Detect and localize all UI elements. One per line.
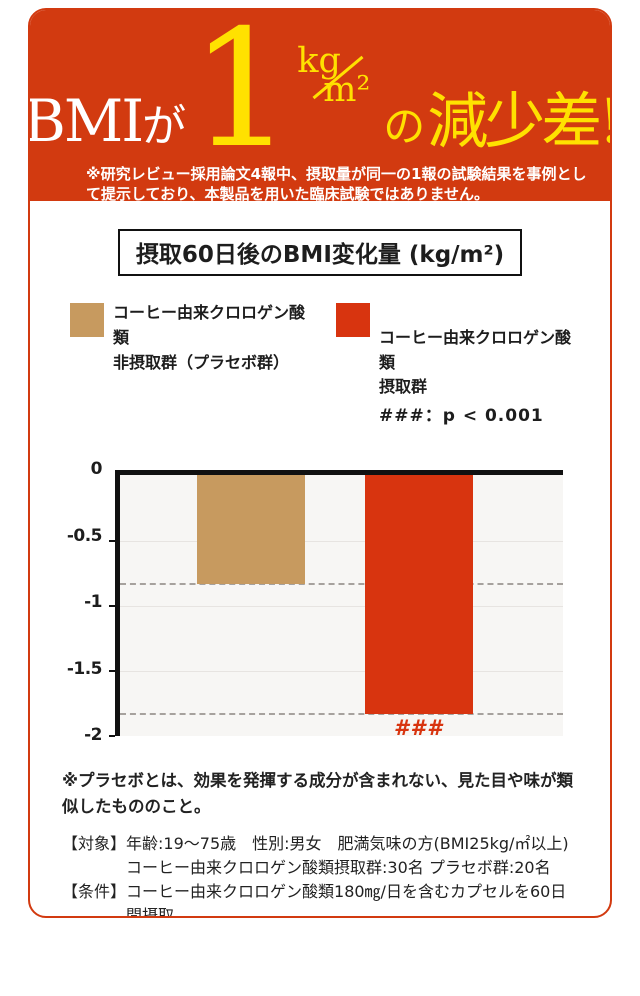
note-label: 【条件】: [62, 882, 127, 902]
note-row-subjects: 【対象】 年齢:19〜75歳 性別:男女 肥満気味の方(BMI25kg/㎡以上)…: [62, 832, 582, 880]
legend-swatch-treatment: [336, 303, 370, 337]
note-text: コーヒー由来クロロゲン酸類180㎎/日を含むカプセルを60日間摂取: [126, 882, 567, 918]
plot-area: ###: [109, 470, 563, 740]
placebo-definition-note: ※プラセボとは、効果を発揮する成分が含まれない、見た目や味が類似したもののこと。: [62, 771, 574, 816]
chart-title: 摂取60日後のBMI変化量 (kg/m²): [117, 229, 523, 276]
unit-numerator: kg: [297, 41, 341, 81]
gridline: [120, 671, 563, 673]
reference-line-placebo: [120, 582, 563, 585]
axis-tick-mark: [109, 539, 115, 542]
legend-swatch-placebo: [70, 303, 104, 337]
bar-chart: 0 -0.5 -1 -1.5 -2 ###: [67, 460, 563, 746]
note-label: 【対象】: [62, 834, 127, 854]
axis-tick-mark: [109, 604, 115, 607]
banner-disclaimer: ※研究レビュー採用論文4報中、摂取量が同一の1報の試験結果を事例として提示してお…: [86, 165, 587, 203]
y-axis-tick-15: -1.5: [66, 659, 103, 680]
axis-tick-mark: [109, 735, 115, 738]
bar-treatment: ###: [364, 475, 473, 740]
chart-legend: コーヒー由来クロロゲン酸類 非摂取群（プラセボ群） コーヒー由来クロロゲン酸類 …: [30, 276, 610, 454]
note-text: 年齢:19〜75歳 性別:男女 肥満気味の方(BMI25kg/㎡以上) コーヒー…: [126, 834, 569, 878]
headline-particle: の: [383, 102, 426, 151]
note-row-conditions: 【条件】 コーヒー由来クロロゲン酸類180㎎/日を含むカプセルを60日間摂取: [62, 880, 582, 918]
footnotes: ※プラセボとは、効果を発揮する成分が含まれない、見た目や味が類似したもののこと。…: [30, 736, 610, 918]
unit-denominator: m²: [323, 70, 371, 110]
legend-label-placebo: コーヒー由来クロロゲン酸類 非摂取群（プラセボ群）: [113, 303, 306, 372]
legend-label-treatment-text: コーヒー由来クロロゲン酸類 摂取群: [379, 327, 572, 397]
headline-banner: BMIが 1 kg m² の 減少差! ※研究レビュー採用論文4報中、摂取量が同…: [30, 8, 610, 203]
headline-big-number: 1: [190, 8, 294, 185]
headline-lead-kana: が: [142, 101, 186, 152]
axis-tick-mark: [109, 670, 115, 673]
gridline: [120, 605, 563, 607]
bar-placebo: [197, 475, 305, 584]
headline-unit-fraction: kg m²: [297, 41, 377, 110]
y-axis-tick-0: 0: [90, 459, 103, 480]
significance-legend-note: ###：p < 0.001: [379, 406, 544, 427]
y-axis-tick-05: -0.5: [66, 526, 103, 547]
gridline: [120, 540, 563, 542]
infographic-card: BMIが 1 kg m² の 減少差! ※研究レビュー採用論文4報中、摂取量が同…: [28, 8, 612, 918]
headline: BMIが 1 kg m² の 減少差!: [30, 8, 610, 185]
headline-emphasis: 減少差!: [427, 86, 612, 157]
legend-item-treatment: コーヒー由来クロロゲン酸類 摂取群 ###：p < 0.001: [336, 301, 586, 454]
page: BMIが 1 kg m² の 減少差! ※研究レビュー採用論文4報中、摂取量が同…: [0, 8, 640, 996]
significance-annotation: ###: [393, 716, 444, 741]
y-axis-tick-2: -2: [84, 725, 102, 746]
legend-label-treatment: コーヒー由来クロロゲン酸類 摂取群 ###：p < 0.001: [379, 301, 586, 454]
legend-item-placebo: コーヒー由来クロロゲン酸類 非摂取群（プラセボ群）: [70, 301, 320, 454]
headline-lead: BMIが: [28, 87, 186, 155]
reference-line-treatment: [120, 713, 563, 716]
y-axis-tick-1: -1: [84, 592, 102, 613]
